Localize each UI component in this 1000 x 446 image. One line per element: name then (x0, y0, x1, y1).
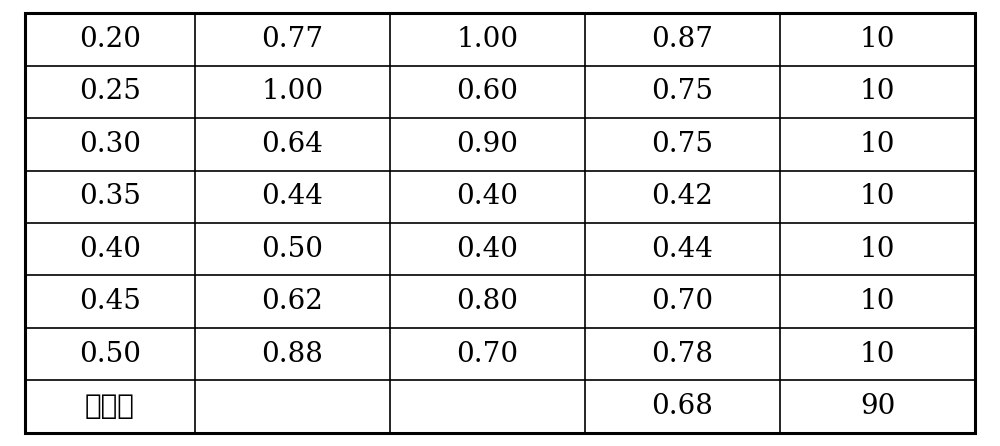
Text: 10: 10 (860, 26, 895, 53)
Text: 10: 10 (860, 78, 895, 106)
Text: 0.20: 0.20 (79, 26, 141, 53)
Text: 0.80: 0.80 (456, 288, 518, 315)
Text: 0.75: 0.75 (651, 78, 713, 106)
Text: 0.78: 0.78 (651, 340, 713, 368)
Text: 0.50: 0.50 (79, 340, 141, 368)
Text: 0.42: 0.42 (651, 183, 713, 211)
Text: 0.87: 0.87 (651, 26, 713, 53)
Text: 10: 10 (860, 340, 895, 368)
Text: 0.70: 0.70 (456, 340, 518, 368)
Text: 1.00: 1.00 (261, 78, 323, 106)
Text: 0.64: 0.64 (261, 131, 323, 158)
Text: 0.62: 0.62 (261, 288, 323, 315)
Text: 0.44: 0.44 (261, 183, 323, 211)
Text: 0.75: 0.75 (651, 131, 713, 158)
Text: 10: 10 (860, 183, 895, 211)
Text: 0.60: 0.60 (456, 78, 518, 106)
Text: 0.40: 0.40 (456, 235, 518, 263)
Text: 准确率: 准确率 (85, 393, 135, 420)
Text: 1.00: 1.00 (456, 26, 518, 53)
Text: 0.44: 0.44 (651, 235, 713, 263)
Text: 0.68: 0.68 (651, 393, 713, 420)
Text: 10: 10 (860, 235, 895, 263)
Text: 10: 10 (860, 288, 895, 315)
Text: 0.30: 0.30 (79, 131, 141, 158)
Text: 0.70: 0.70 (651, 288, 713, 315)
Text: 0.45: 0.45 (79, 288, 141, 315)
Text: 0.50: 0.50 (261, 235, 323, 263)
Text: 10: 10 (860, 131, 895, 158)
Text: 0.25: 0.25 (79, 78, 141, 106)
Text: 0.35: 0.35 (79, 183, 141, 211)
Text: 0.90: 0.90 (456, 131, 518, 158)
Text: 0.77: 0.77 (261, 26, 323, 53)
Text: 0.88: 0.88 (261, 340, 323, 368)
Text: 90: 90 (860, 393, 895, 420)
Text: 0.40: 0.40 (456, 183, 518, 211)
Text: 0.40: 0.40 (79, 235, 141, 263)
